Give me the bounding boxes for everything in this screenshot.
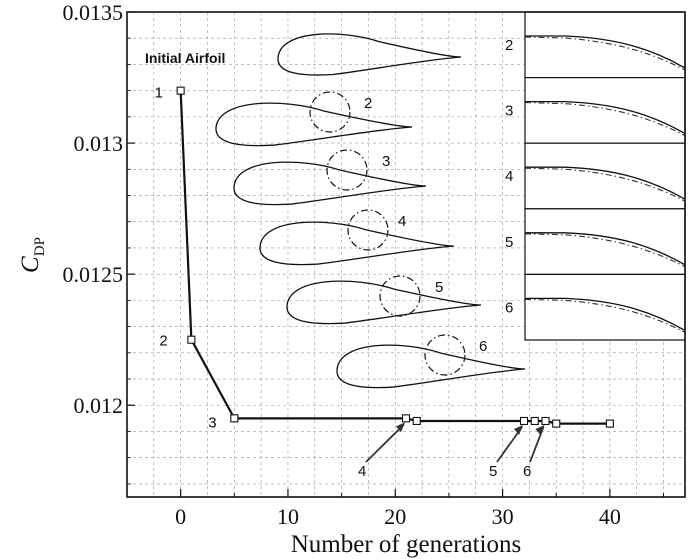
data-point — [187, 335, 196, 344]
inset-panel — [524, 142, 686, 210]
annotation-arrowhead — [514, 424, 524, 435]
point-label: 4 — [358, 463, 366, 480]
airfoil-label: 6 — [479, 338, 487, 355]
airfoil-shapes: Initial Airfoil 2 3 4 5 6 — [145, 33, 526, 389]
zoom-circle — [326, 149, 368, 191]
point-label: 6 — [523, 463, 531, 480]
inset-panel — [524, 273, 686, 341]
airfoil-shape — [233, 161, 427, 206]
point-label: 5 — [489, 463, 497, 480]
x-axis-title: Number of generations — [291, 531, 521, 558]
annotation-arrow — [365, 423, 405, 463]
y-axis-title-sub: DP — [32, 237, 48, 256]
data-point — [401, 414, 411, 423]
data-point — [519, 416, 529, 426]
chart-labels: 1 2 3 4 5 6 — [155, 85, 545, 480]
axis-ticks: 0 10 20 30 40 0.012 0.0125 0.013 0.0135 — [63, 0, 665, 529]
inset-panels: 2 3 4 5 6 — [505, 11, 686, 341]
y-tick-label: 0.013 — [74, 131, 124, 156]
inset-optimized-curve — [524, 167, 686, 202]
x-tick-label: 20 — [384, 504, 406, 529]
zoom-circle — [424, 334, 466, 376]
zoom-circle — [379, 275, 421, 317]
x-tick-label: 40 — [599, 504, 621, 529]
airfoil-shape — [336, 344, 526, 389]
airfoil-shape — [215, 102, 413, 147]
zoom-circle — [347, 209, 389, 251]
inset-label: 4 — [505, 168, 513, 185]
point-label: 1 — [155, 85, 163, 102]
inset-panel — [524, 11, 686, 79]
inset-optimized-curve — [524, 102, 686, 137]
data-point — [605, 419, 614, 428]
data-point — [412, 416, 421, 426]
x-tick-label: 10 — [277, 504, 299, 529]
y-axis-title: CDP — [17, 237, 48, 273]
annotation-arrowhead — [396, 422, 405, 433]
plot-frame — [126, 11, 686, 498]
inset-initial-curve — [525, 35, 686, 69]
inset-optimized-curve — [524, 298, 686, 333]
inset-panel — [524, 76, 686, 144]
y-tick-label: 0.012 — [74, 393, 124, 418]
point-label: 2 — [159, 333, 167, 350]
airfoil-label: 2 — [364, 95, 372, 112]
airfoil-label: 3 — [382, 153, 390, 170]
data-point — [230, 414, 239, 423]
inset-panel — [524, 208, 686, 276]
inset-label: 5 — [505, 234, 513, 251]
data-point — [541, 416, 550, 426]
svg-text:CDP: CDP — [17, 237, 48, 273]
inset-initial-curve — [525, 166, 686, 200]
y-tick-label: 0.0125 — [63, 262, 124, 287]
data-series — [176, 86, 614, 428]
inset-initial-curve — [525, 232, 686, 266]
initial-airfoil-label: Initial Airfoil — [145, 50, 225, 66]
inset-label: 3 — [505, 103, 513, 120]
x-tick-label: 0 — [175, 504, 186, 529]
data-point — [552, 419, 561, 428]
y-tick-label: 0.0135 — [63, 0, 124, 25]
inset-optimized-curve — [524, 233, 686, 268]
airfoil-label: 4 — [398, 213, 406, 230]
inset-initial-curve — [525, 297, 686, 331]
zoom-circle — [309, 91, 351, 133]
airfoil-shape — [286, 280, 482, 325]
inset-optimized-curve — [524, 36, 686, 71]
data-point — [176, 86, 185, 95]
y-axis-title-main: C — [17, 256, 44, 273]
inset-label: 2 — [505, 37, 513, 54]
inset-label: 6 — [505, 299, 513, 316]
airfoil-label: 5 — [435, 279, 443, 296]
initial-airfoil-shape — [277, 33, 462, 76]
airfoil-shape — [259, 221, 455, 266]
series-line — [179, 90, 610, 425]
annotation-arrowhead — [535, 424, 545, 435]
inset-initial-curve — [525, 100, 686, 135]
x-tick-label: 30 — [492, 504, 514, 529]
data-point — [530, 416, 539, 426]
point-label: 3 — [208, 414, 216, 431]
